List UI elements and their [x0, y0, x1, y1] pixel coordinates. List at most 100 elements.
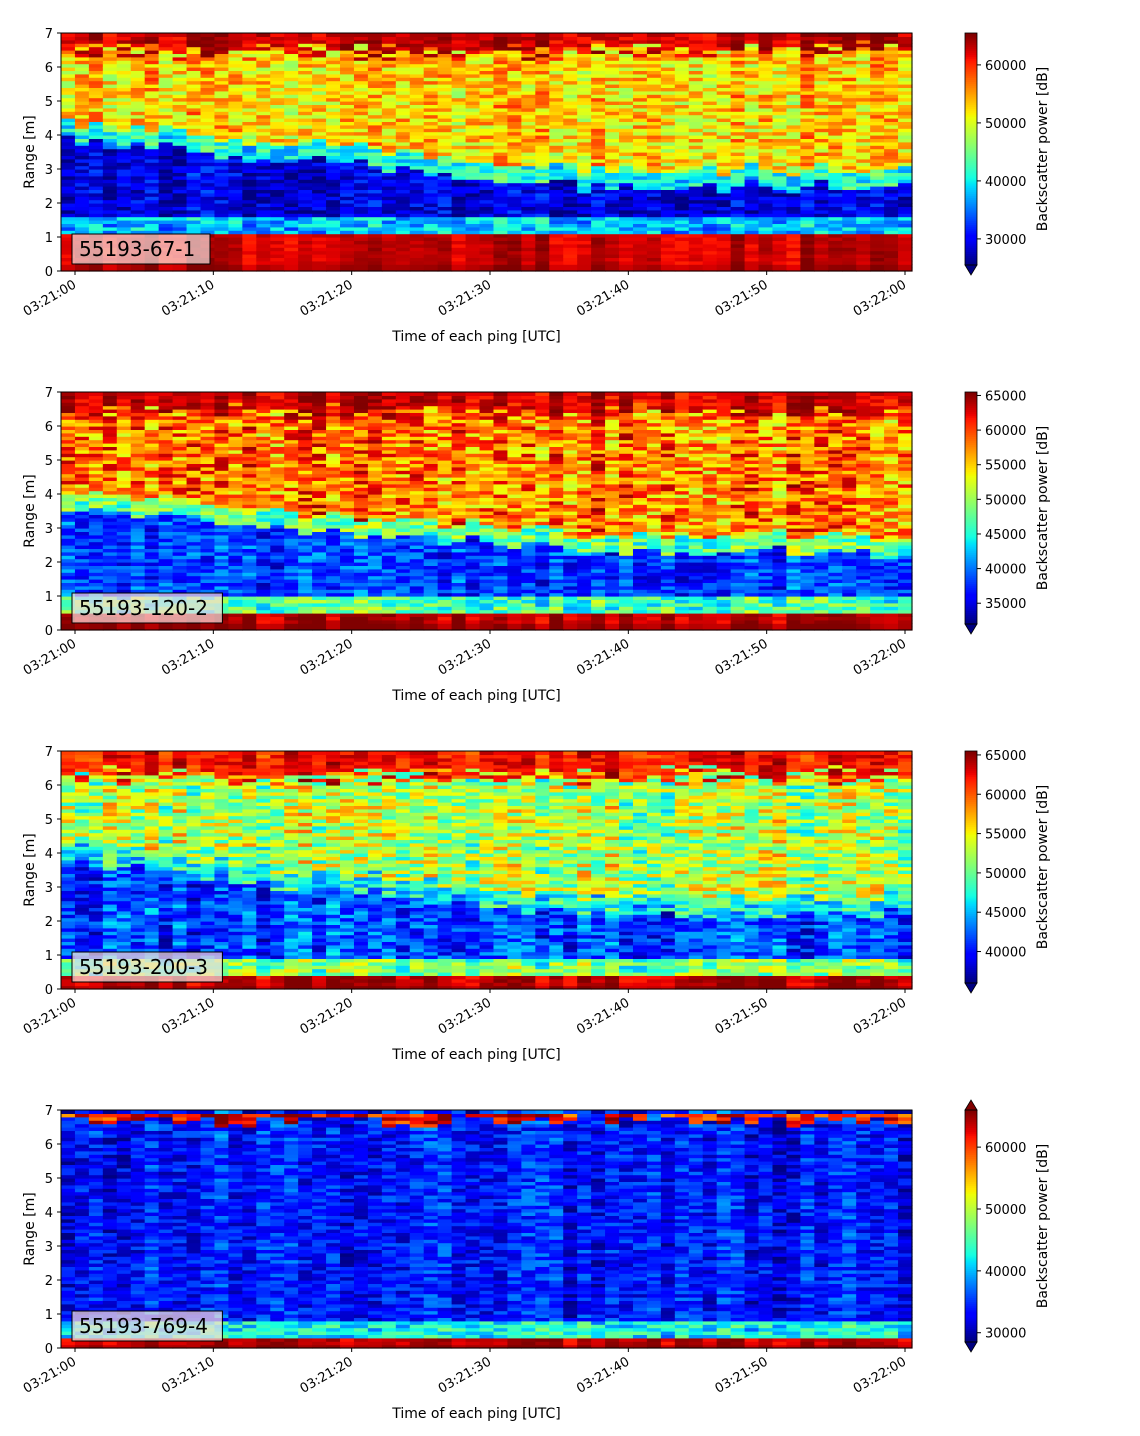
heatmap-cell [88, 152, 104, 156]
heatmap-cell [270, 203, 285, 207]
heatmap-cell [646, 175, 662, 180]
heatmap-cell [270, 43, 285, 48]
heatmap-cell [130, 73, 146, 78]
heatmap-cell [842, 182, 857, 187]
heatmap-cell [744, 243, 760, 248]
heatmap-cell [395, 121, 411, 126]
heatmap-cell [632, 250, 648, 255]
heatmap-cell [842, 264, 857, 269]
heatmap-cell [284, 192, 299, 197]
heatmap-cell [130, 33, 146, 37]
heatmap-cell [61, 104, 76, 109]
heatmap-cell [102, 158, 118, 163]
heatmap-cell [74, 33, 90, 37]
heatmap-cell [856, 141, 871, 146]
heatmap-cell [228, 165, 243, 170]
heatmap-cell [214, 128, 230, 133]
heatmap-cell [367, 240, 383, 245]
heatmap-cell [74, 101, 90, 105]
heatmap-cell [702, 148, 718, 153]
heatmap-cell [340, 128, 355, 133]
heatmap-cell [423, 199, 439, 204]
heatmap-cell [130, 39, 146, 44]
heatmap-cell [116, 131, 132, 136]
heatmap-cell [88, 80, 104, 85]
heatmap-cell [326, 50, 341, 54]
heatmap-cell [367, 121, 383, 126]
heatmap-cell [702, 175, 718, 180]
heatmap-cell [61, 128, 76, 133]
heatmap-cell [298, 70, 313, 75]
heatmap-cell [270, 220, 285, 224]
heatmap-cell [326, 158, 341, 163]
heatmap-cell [158, 155, 174, 160]
heatmap-cell [367, 257, 383, 262]
heatmap-cell [186, 213, 202, 218]
heatmap-cell [493, 192, 509, 197]
heatmap-cell [772, 233, 788, 238]
heatmap-cell [256, 39, 271, 44]
heatmap-cell [381, 247, 397, 252]
heatmap-cell [200, 53, 216, 58]
heatmap-cell [674, 233, 690, 238]
heatmap-cell [116, 172, 132, 177]
heatmap-cell [312, 267, 327, 272]
heatmap-cell [158, 162, 174, 167]
heatmap-cell [381, 206, 397, 211]
heatmap-cell [856, 158, 871, 163]
heatmap-cell [186, 141, 202, 146]
heatmap-cell [130, 70, 146, 75]
heatmap-cell [61, 148, 76, 153]
heatmap-cell [549, 175, 564, 180]
heatmap-cell [884, 209, 899, 214]
heatmap-cell [214, 138, 230, 143]
heatmap-cell [423, 264, 439, 269]
heatmap-cell [214, 63, 230, 68]
heatmap-cell [786, 182, 801, 187]
heatmap-cell [228, 189, 243, 194]
heatmap-cell [521, 250, 536, 255]
heatmap-cell [158, 118, 174, 122]
heatmap-cell [158, 135, 174, 139]
heatmap-cell [898, 131, 913, 136]
heatmap-cell [284, 206, 299, 211]
heatmap-cell [284, 73, 299, 78]
heatmap-cell [465, 226, 481, 231]
heatmap-cell [102, 56, 118, 61]
heatmap-cell [116, 63, 132, 68]
heatmap-cell [242, 247, 257, 252]
heatmap-cell [242, 141, 257, 146]
heatmap-cell [228, 80, 243, 85]
heatmap-cell [605, 209, 620, 214]
heatmap-cell [298, 56, 313, 61]
heatmap-cell [842, 250, 857, 255]
heatmap-cell [381, 63, 397, 68]
heatmap-cell [898, 192, 913, 197]
heatmap-cell [284, 118, 299, 122]
heatmap-cell [521, 233, 536, 238]
heatmap-cell [619, 209, 634, 214]
heatmap-cell [200, 121, 216, 126]
heatmap-cell [340, 84, 355, 88]
heatmap-cell [61, 67, 76, 71]
heatmap-cell [284, 36, 299, 41]
heatmap-cell [214, 250, 230, 255]
heatmap-cell [758, 158, 774, 163]
heatmap-cell [465, 182, 481, 187]
heatmap-cell [298, 90, 313, 95]
heatmap-cell [74, 152, 90, 156]
heatmap-cell [172, 63, 188, 68]
heatmap-cell [312, 226, 327, 231]
heatmap-cell [298, 243, 313, 248]
heatmap-cell [340, 53, 355, 58]
heatmap-cell [158, 172, 174, 177]
heatmap-cell [800, 226, 815, 231]
heatmap-cell [242, 206, 257, 211]
heatmap-cell [465, 141, 481, 146]
heatmap-cell [479, 33, 495, 37]
heatmap-cell [716, 264, 732, 269]
heatmap-cell [353, 60, 369, 65]
heatmap-cell [395, 77, 411, 82]
x-tick-label: 03:21:40 [574, 277, 632, 319]
heatmap-cell [116, 46, 132, 51]
